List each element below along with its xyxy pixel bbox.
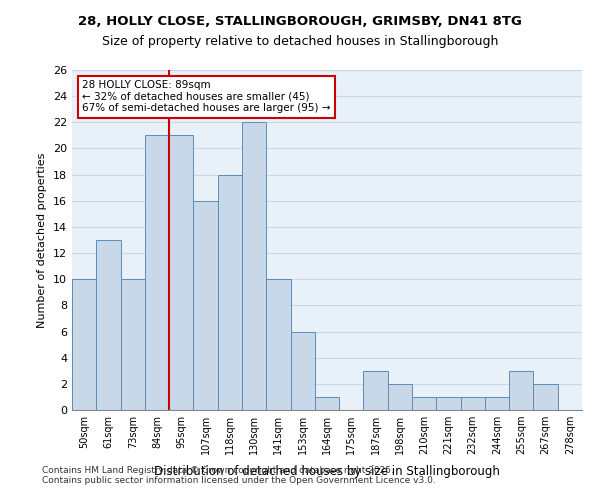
Bar <box>412 397 436 410</box>
Text: 28, HOLLY CLOSE, STALLINGBOROUGH, GRIMSBY, DN41 8TG: 28, HOLLY CLOSE, STALLINGBOROUGH, GRIMSB… <box>78 15 522 28</box>
Y-axis label: Number of detached properties: Number of detached properties <box>37 152 47 328</box>
Bar <box>388 384 412 410</box>
X-axis label: Distribution of detached houses by size in Stallingborough: Distribution of detached houses by size … <box>154 466 500 478</box>
Bar <box>461 397 485 410</box>
Bar <box>169 136 193 410</box>
Bar <box>533 384 558 410</box>
Bar <box>96 240 121 410</box>
Bar <box>193 201 218 410</box>
Bar <box>364 371 388 410</box>
Text: Size of property relative to detached houses in Stallingborough: Size of property relative to detached ho… <box>102 35 498 48</box>
Bar <box>485 397 509 410</box>
Bar <box>290 332 315 410</box>
Bar <box>315 397 339 410</box>
Bar <box>72 279 96 410</box>
Bar <box>266 279 290 410</box>
Bar <box>145 136 169 410</box>
Bar <box>436 397 461 410</box>
Bar <box>509 371 533 410</box>
Text: 28 HOLLY CLOSE: 89sqm
← 32% of detached houses are smaller (45)
67% of semi-deta: 28 HOLLY CLOSE: 89sqm ← 32% of detached … <box>82 80 331 114</box>
Text: Contains HM Land Registry data © Crown copyright and database right 2025.
Contai: Contains HM Land Registry data © Crown c… <box>42 466 436 485</box>
Bar <box>121 279 145 410</box>
Bar <box>218 174 242 410</box>
Bar <box>242 122 266 410</box>
